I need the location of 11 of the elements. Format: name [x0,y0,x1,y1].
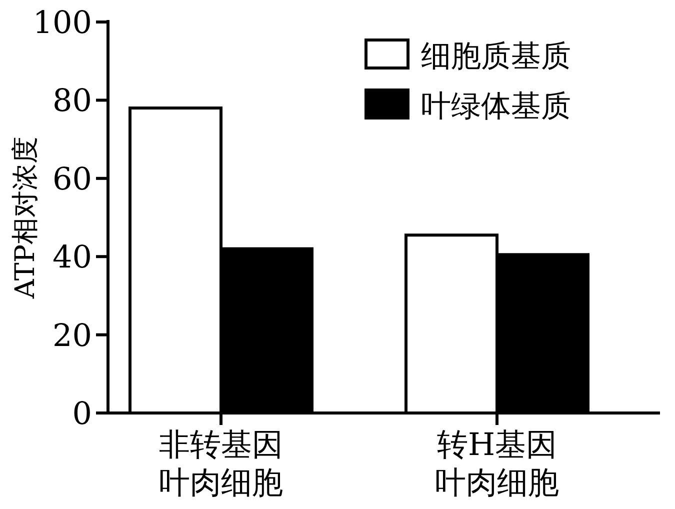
legend-label: 细胞质基质 [421,39,571,74]
y-tick-label: 20 [52,318,92,354]
legend-label: 叶绿体基质 [421,89,571,124]
y-axis-title: ATP相对浓度 [10,136,41,300]
y-tick-label: 60 [52,161,92,198]
y-tick-label: 0 [72,396,92,432]
x-tick-label: 非转基因叶肉细胞 [159,427,283,501]
y-tick-label: 40 [52,240,92,276]
y-tick-label: 80 [52,83,92,120]
y-tick-label: 100 [32,5,92,41]
x-tick-label: 转H基因叶肉细胞 [435,427,559,501]
